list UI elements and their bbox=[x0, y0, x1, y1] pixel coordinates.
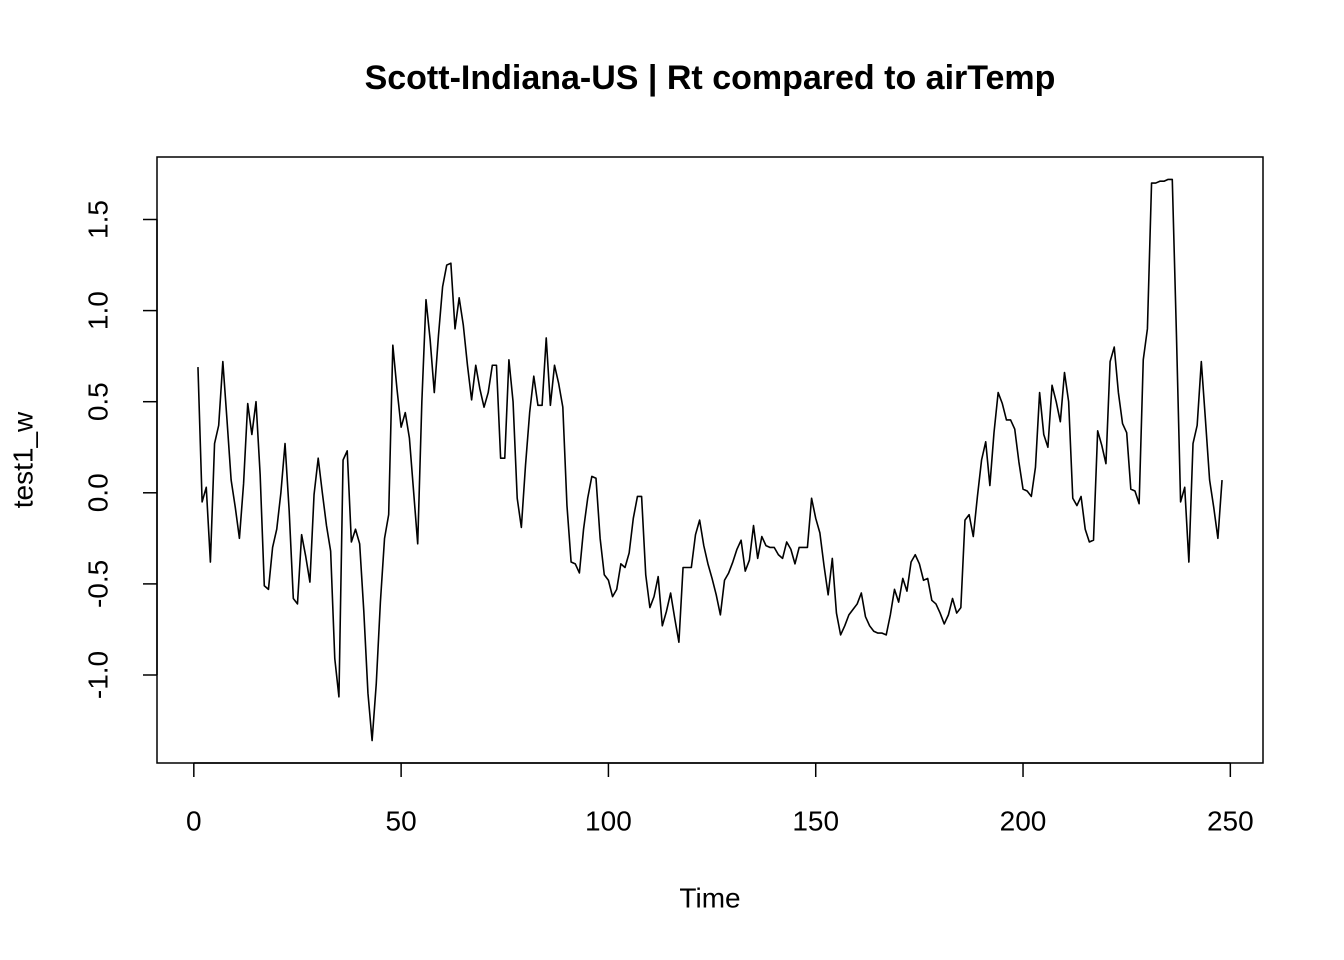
x-tick-label: 100 bbox=[585, 805, 632, 836]
y-tick-label: -1.0 bbox=[82, 651, 113, 699]
y-tick-label: 1.5 bbox=[82, 200, 113, 239]
y-tick-label: -0.5 bbox=[82, 560, 113, 608]
x-tick-label: 50 bbox=[386, 805, 417, 836]
y-tick-label: 0.5 bbox=[82, 382, 113, 421]
y-axis-label: test1_w bbox=[7, 411, 38, 508]
y-tick-label: 0.0 bbox=[82, 473, 113, 512]
x-tick-label: 150 bbox=[792, 805, 839, 836]
x-tick-label: 250 bbox=[1207, 805, 1254, 836]
y-tick-label: 1.0 bbox=[82, 291, 113, 330]
x-axis-label: Time bbox=[679, 882, 740, 913]
x-tick-label: 0 bbox=[186, 805, 202, 836]
chart-title: Scott-Indiana-US | Rt compared to airTem… bbox=[365, 59, 1056, 97]
data-line bbox=[197, 178, 1223, 742]
x-tick-label: 200 bbox=[1000, 805, 1047, 836]
